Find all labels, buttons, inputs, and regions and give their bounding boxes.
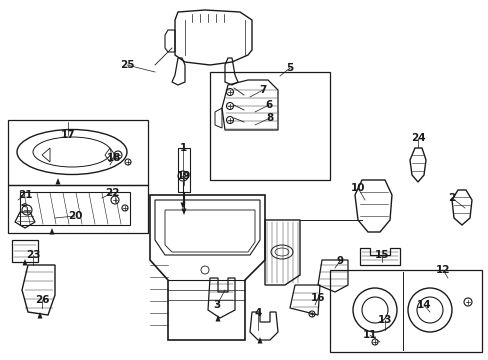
Bar — [329, 270, 481, 352]
Polygon shape — [38, 312, 42, 319]
Text: 15: 15 — [374, 250, 388, 260]
Text: 7: 7 — [259, 85, 266, 95]
Text: 19: 19 — [177, 171, 191, 181]
Bar — [8, 185, 148, 233]
Text: 21: 21 — [18, 190, 32, 200]
Bar — [178, 148, 190, 192]
Text: 5: 5 — [286, 63, 293, 73]
Text: 10: 10 — [350, 183, 365, 193]
Text: 3: 3 — [213, 300, 220, 310]
Text: 14: 14 — [416, 300, 430, 310]
Polygon shape — [257, 337, 262, 343]
Text: 22: 22 — [104, 188, 119, 198]
Text: 11: 11 — [362, 330, 376, 340]
Text: 4: 4 — [254, 308, 261, 318]
Text: 2: 2 — [447, 193, 455, 203]
Text: 18: 18 — [106, 153, 121, 163]
Bar — [209, 72, 329, 180]
Text: 17: 17 — [61, 130, 75, 140]
Text: 9: 9 — [336, 256, 343, 266]
Text: 1: 1 — [179, 143, 186, 153]
Text: 8: 8 — [266, 113, 273, 123]
Text: 23: 23 — [26, 250, 40, 260]
Polygon shape — [215, 315, 220, 321]
Bar — [8, 120, 148, 185]
Text: 13: 13 — [377, 315, 391, 325]
Text: 12: 12 — [435, 265, 449, 275]
Polygon shape — [49, 228, 54, 234]
Text: 6: 6 — [265, 100, 272, 110]
Text: 26: 26 — [35, 295, 49, 305]
Text: 25: 25 — [120, 60, 134, 70]
Text: 16: 16 — [310, 293, 325, 303]
Polygon shape — [181, 208, 186, 215]
Polygon shape — [180, 202, 185, 209]
Text: 20: 20 — [68, 211, 82, 221]
Polygon shape — [55, 178, 61, 184]
Polygon shape — [22, 259, 27, 266]
Text: 24: 24 — [410, 133, 425, 143]
